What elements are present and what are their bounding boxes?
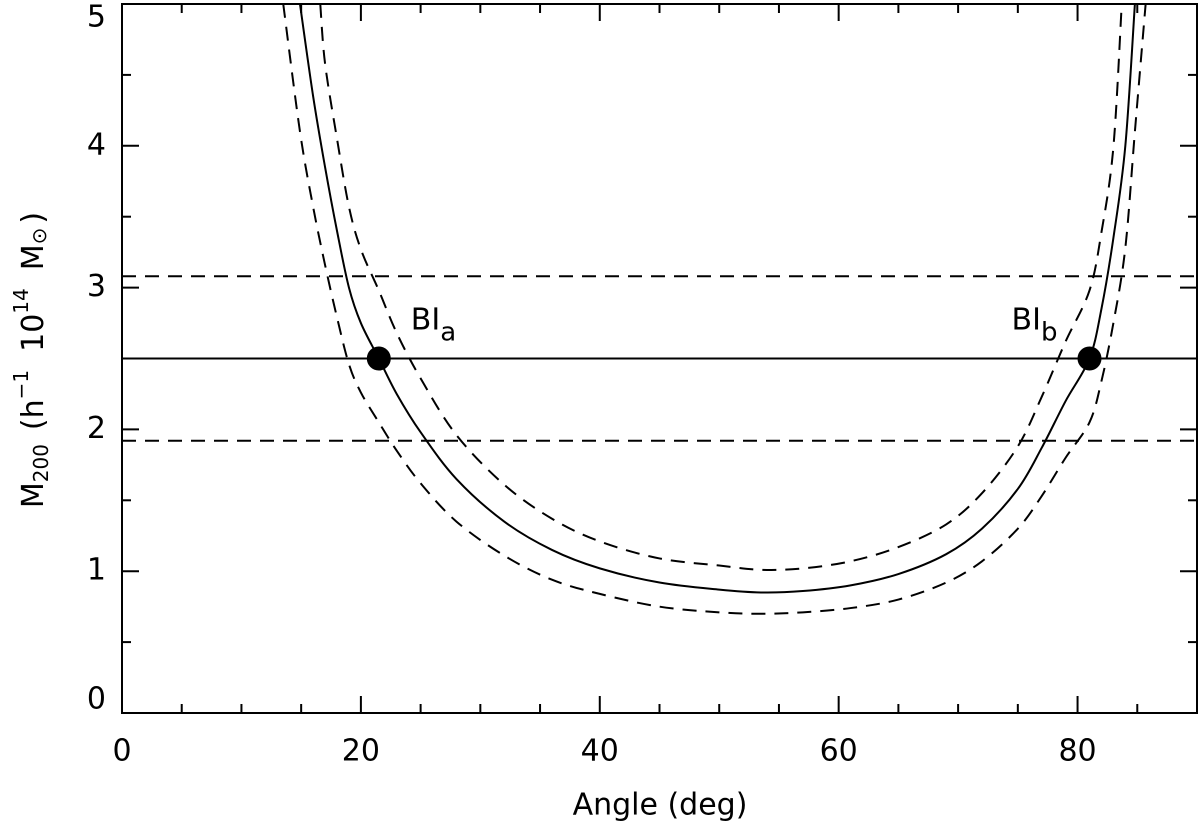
x-tick-label: 60 bbox=[820, 734, 858, 769]
point-label-sub: a bbox=[440, 317, 456, 347]
y-title-part: ⊙ bbox=[27, 228, 51, 245]
y-tick-label: 5 bbox=[87, 0, 106, 35]
point-label: BIb bbox=[1012, 302, 1058, 347]
point-label-main: BI bbox=[1012, 302, 1041, 337]
y-title-part: −1 bbox=[9, 370, 33, 399]
y-tick-label: 0 bbox=[87, 682, 106, 717]
y-tick-label: 3 bbox=[87, 269, 106, 304]
y-title-part: 200 bbox=[29, 444, 53, 482]
point-label-sub: b bbox=[1041, 317, 1058, 347]
x-tick-label: 40 bbox=[581, 734, 619, 769]
curve bbox=[282, 4, 1147, 615]
y-title-part: ) bbox=[16, 212, 51, 224]
x-tick-label: 0 bbox=[112, 734, 131, 769]
point-label-main: BI bbox=[411, 302, 440, 337]
y-axis-title: M200(h−11014M⊙) bbox=[9, 212, 53, 508]
y-title-part: 14 bbox=[9, 288, 33, 313]
y-tick-label: 4 bbox=[87, 127, 106, 162]
point-label: BIa bbox=[411, 302, 456, 347]
marker-point bbox=[366, 346, 391, 371]
y-tick-label: 1 bbox=[87, 553, 106, 588]
x-axis-title: Angle (deg) bbox=[573, 788, 748, 823]
y-tick-label: 2 bbox=[87, 411, 106, 446]
x-tick-label: 20 bbox=[342, 734, 380, 769]
marker-point bbox=[1077, 346, 1102, 371]
curve bbox=[298, 4, 1136, 594]
y-title-part: (h bbox=[16, 399, 51, 430]
y-title-part: 10 bbox=[16, 314, 51, 352]
y-title-part: M bbox=[16, 244, 51, 270]
y-title-part: M bbox=[16, 482, 51, 508]
x-tick-label: 80 bbox=[1058, 734, 1096, 769]
curve bbox=[319, 4, 1123, 571]
